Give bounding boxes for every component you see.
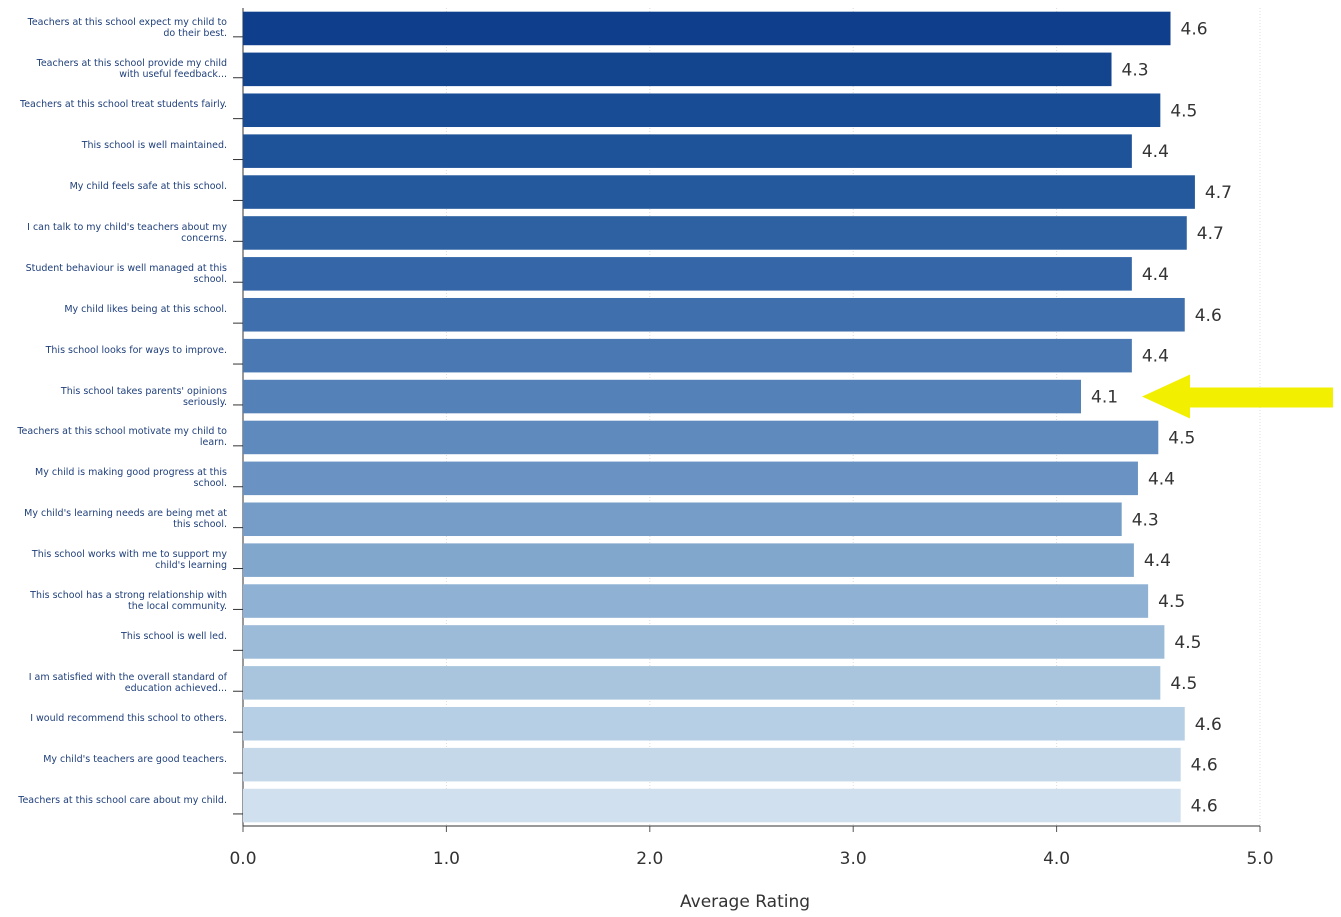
data-label: 4.5 (1170, 674, 1197, 694)
bar (243, 52, 1112, 87)
data-label: 4.4 (1142, 265, 1169, 285)
category-label: Teachers at this school care about my ch… (18, 794, 227, 806)
bar (243, 584, 1149, 618)
bar (243, 338, 1132, 373)
bar (243, 747, 1181, 782)
category-label: This school looks for ways to improve. (45, 344, 227, 356)
data-label: 4.5 (1174, 633, 1201, 653)
category-label: My child feels safe at this school. (69, 181, 227, 193)
data-label: 4.1 (1091, 388, 1118, 408)
bar (243, 93, 1161, 128)
bar (243, 175, 1195, 209)
category-label: I would recommend this school to others. (30, 712, 227, 724)
data-label: 4.5 (1158, 592, 1185, 612)
x-tick-label: 3.0 (840, 849, 867, 869)
annotation-arrow (1142, 374, 1333, 419)
bar (243, 257, 1132, 291)
data-label: 4.3 (1132, 510, 1159, 530)
bar (243, 379, 1082, 414)
bar (243, 788, 1181, 823)
data-label: 4.7 (1197, 224, 1224, 244)
category-label: This school works with me to support my … (31, 549, 227, 572)
category-label: This school takes parents' opinions seri… (60, 385, 227, 408)
data-label: 4.6 (1191, 756, 1218, 776)
data-label: 4.6 (1195, 306, 1222, 326)
bar (243, 11, 1171, 46)
category-label: I am satisfied with the overall standard… (28, 671, 227, 694)
bar (243, 134, 1132, 168)
data-label: 4.6 (1181, 19, 1208, 39)
bar (243, 297, 1185, 332)
category-label: This school is well maintained. (81, 140, 227, 152)
category-label: Teachers at this school motivate my chil… (17, 426, 227, 449)
category-label: My child's learning needs are being met … (24, 508, 227, 531)
data-label: 4.6 (1191, 797, 1218, 817)
data-label: 4.6 (1195, 715, 1222, 735)
bar (243, 420, 1159, 455)
data-label: 4.5 (1170, 101, 1197, 121)
category-label: Teachers at this school expect my child … (27, 17, 227, 40)
x-tick-label: 0.0 (229, 849, 256, 869)
x-tick-label: 2.0 (636, 849, 663, 869)
bar (243, 706, 1185, 741)
x-tick-label: 4.0 (1043, 849, 1070, 869)
category-label: Teachers at this school provide my child… (36, 58, 227, 81)
category-label: My child's teachers are good teachers. (43, 753, 227, 765)
data-label: 4.7 (1205, 183, 1232, 203)
bar (243, 461, 1138, 496)
bar (243, 543, 1134, 577)
bar (243, 502, 1122, 537)
category-label: My child likes being at this school. (64, 303, 227, 315)
x-axis-title: Average Rating (680, 892, 811, 912)
x-tick-label: 1.0 (433, 849, 460, 869)
x-tick-label: 5.0 (1246, 849, 1273, 869)
data-label: 4.3 (1122, 60, 1149, 80)
category-label: Teachers at this school treat students f… (20, 99, 227, 111)
bar (243, 216, 1187, 250)
data-label: 4.4 (1142, 142, 1169, 162)
data-label: 4.4 (1148, 469, 1175, 489)
bar (243, 625, 1165, 659)
category-label: This school is well led. (121, 630, 227, 642)
category-label: My child is making good progress at this… (35, 467, 227, 490)
data-label: 4.5 (1168, 428, 1195, 448)
category-label: I can talk to my child's teachers about … (27, 221, 227, 244)
data-label: 4.4 (1144, 551, 1171, 571)
bar (243, 666, 1161, 700)
data-label: 4.4 (1142, 347, 1169, 367)
category-label: This school has a strong relationship wi… (30, 590, 227, 613)
category-label: Student behaviour is well managed at thi… (25, 262, 227, 285)
